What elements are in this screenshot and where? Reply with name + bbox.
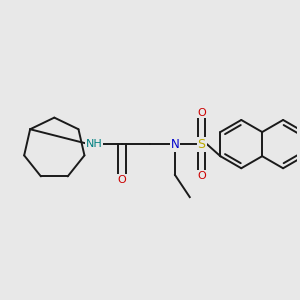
Text: N: N (171, 138, 179, 151)
Text: O: O (118, 175, 126, 185)
Text: NH: NH (86, 139, 102, 149)
Text: O: O (197, 171, 206, 181)
Text: S: S (197, 138, 206, 151)
Text: O: O (197, 108, 206, 118)
